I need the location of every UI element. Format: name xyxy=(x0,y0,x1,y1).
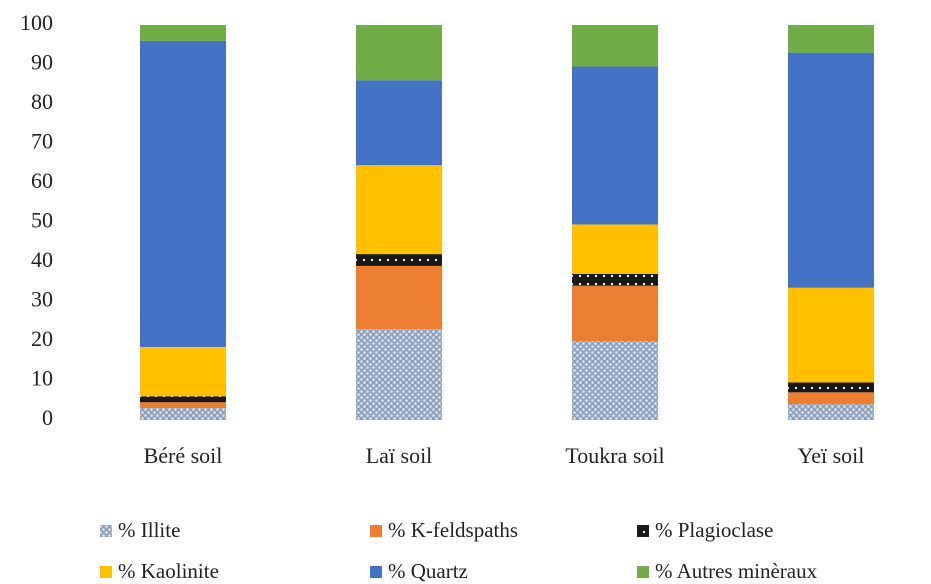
bar-segment xyxy=(140,408,226,420)
bar-segment xyxy=(572,341,658,420)
bar-segment xyxy=(788,52,874,288)
bar-segment xyxy=(356,165,442,255)
x-tick-label: Yeï soil xyxy=(798,443,865,468)
legend-swatch xyxy=(370,566,382,578)
bar-segment xyxy=(140,346,226,397)
bar-segment xyxy=(572,224,658,274)
legend-swatch xyxy=(100,566,112,578)
bar-segment xyxy=(356,25,442,81)
y-tick-label: 20 xyxy=(31,326,53,351)
bar-segment xyxy=(356,329,442,420)
legend-label: % Quartz xyxy=(388,559,468,583)
legend-label: % Illite xyxy=(118,518,180,542)
bar-segment xyxy=(140,40,226,347)
legend-label: % Autres minèraux xyxy=(655,559,818,583)
bar-segment xyxy=(788,25,874,53)
bar-segment xyxy=(356,80,442,166)
bar-segment xyxy=(140,25,226,41)
bar-segment xyxy=(788,404,874,420)
y-tick-label: 40 xyxy=(31,247,53,272)
y-tick-label: 60 xyxy=(31,168,53,193)
x-tick-label: Laï soil xyxy=(366,443,433,468)
x-tick-label: Toukra soil xyxy=(565,443,664,468)
y-tick-label: 30 xyxy=(31,287,53,312)
y-tick-label: 90 xyxy=(31,50,53,75)
x-tick-label: Béré soil xyxy=(144,443,223,468)
y-tick-label: 80 xyxy=(31,89,53,114)
bar-segment xyxy=(356,265,442,330)
legend-label: % K-feldspaths xyxy=(388,518,518,542)
bar-segment xyxy=(572,273,658,286)
bar-segment xyxy=(788,392,874,405)
legend-swatch xyxy=(370,525,382,537)
bar-segment xyxy=(788,382,874,393)
y-tick-label: 70 xyxy=(31,129,53,154)
bar-segment xyxy=(788,287,874,383)
y-tick-label: 50 xyxy=(31,208,53,233)
bar-segment xyxy=(140,402,226,409)
legend-label: % Plagioclase xyxy=(655,518,773,542)
bar-segment xyxy=(140,396,226,403)
legend-swatch xyxy=(637,566,649,578)
bar-segment xyxy=(572,285,658,341)
y-tick-label: 10 xyxy=(31,366,53,391)
legend-label: % Kaolinite xyxy=(118,559,219,583)
bar-segment xyxy=(572,66,658,225)
bar-segment xyxy=(572,25,658,67)
legend-swatch xyxy=(637,525,649,537)
bar-segment xyxy=(356,254,442,266)
y-tick-label: 100 xyxy=(20,10,53,35)
y-tick-label: 0 xyxy=(42,405,53,430)
legend-swatch xyxy=(100,525,112,537)
